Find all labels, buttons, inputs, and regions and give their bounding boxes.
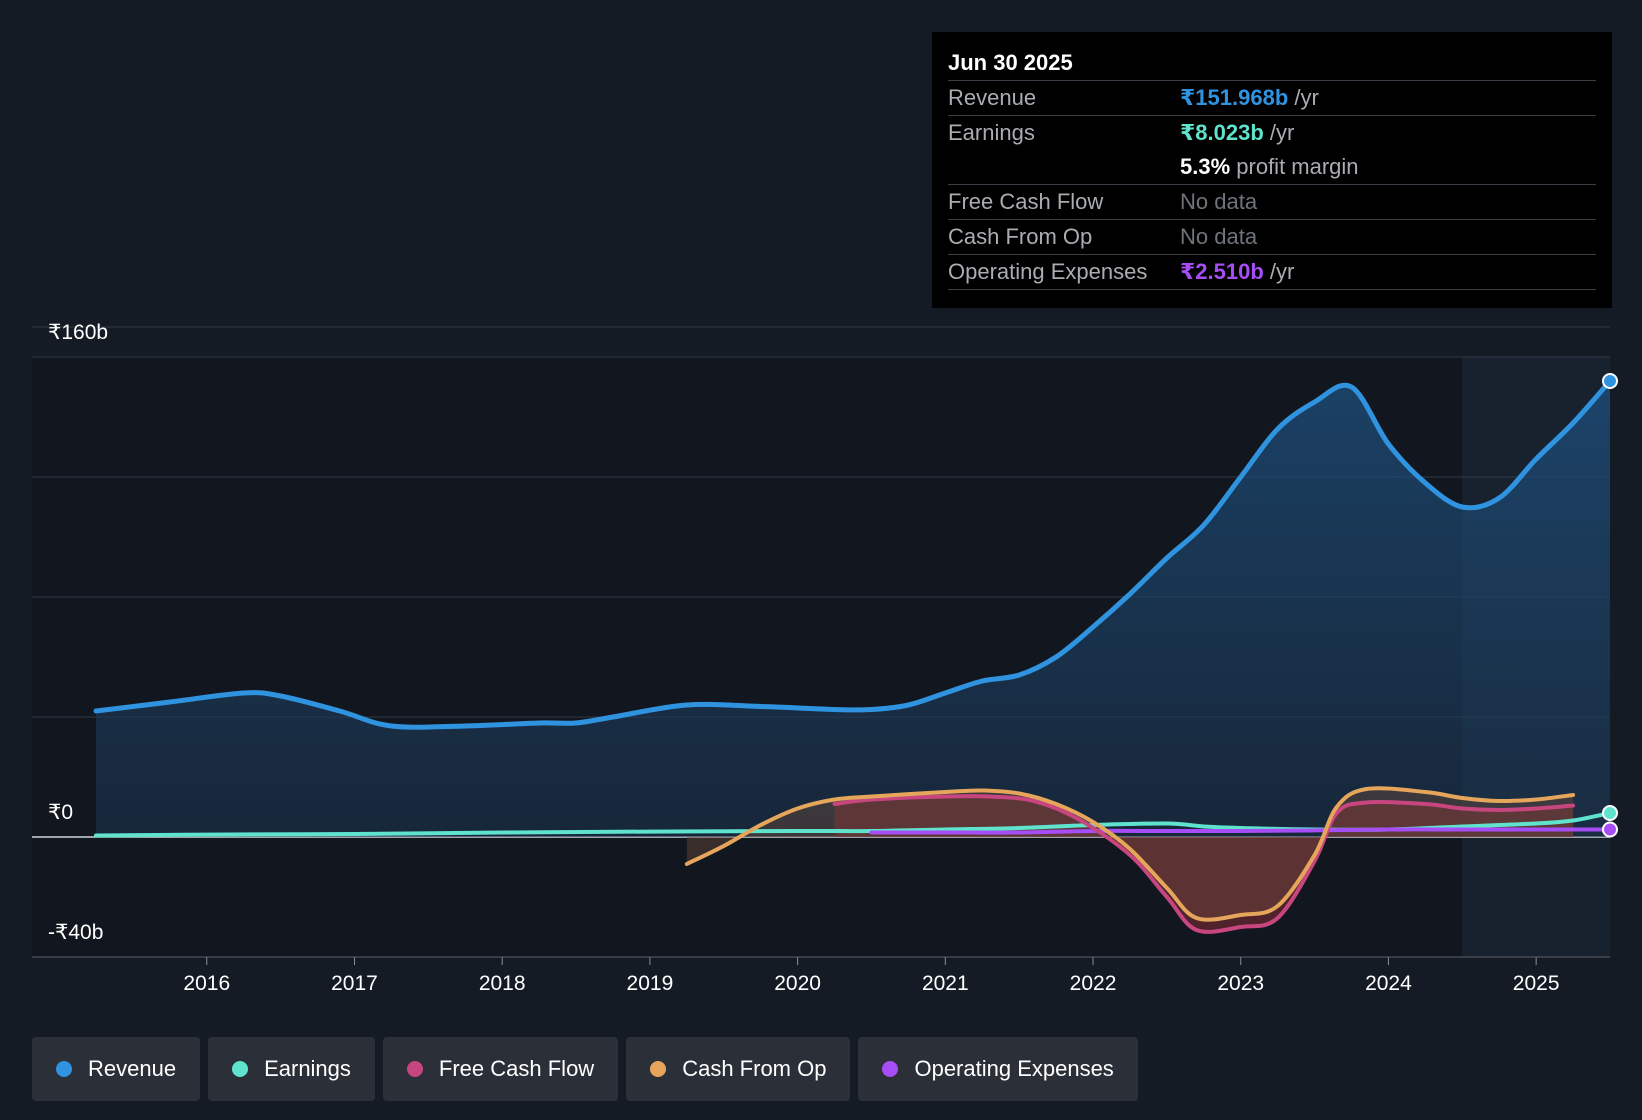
tooltip-label: Cash From Op bbox=[948, 224, 1093, 249]
tooltip-value-fcf: No data bbox=[1180, 189, 1258, 214]
tooltip-row-cfo: Cash From Op No data bbox=[948, 220, 1596, 255]
operating-expenses-line bbox=[869, 827, 1612, 835]
operating-expenses-end-marker bbox=[1602, 821, 1618, 838]
tooltip-row-margin: 5.3% profit margin bbox=[948, 150, 1596, 185]
revenue-area bbox=[96, 381, 1610, 837]
x-tick-label: 2018 bbox=[479, 972, 526, 995]
tooltip-value-opex: ₹2.510b bbox=[1180, 259, 1264, 284]
y-tick-label-zero: ₹0 bbox=[48, 801, 74, 824]
legend-dot-icon bbox=[56, 1061, 72, 1077]
legend-label: Earnings bbox=[264, 1056, 351, 1081]
x-tick-label: 2019 bbox=[627, 972, 674, 995]
free-cash-flow-line bbox=[832, 794, 1576, 934]
earnings-end-marker bbox=[1602, 805, 1618, 821]
cash-from-op-line bbox=[684, 786, 1576, 922]
y-tick-label-bottom: -₹40b bbox=[48, 921, 104, 944]
tooltip-panel: Jun 30 2025 Revenue ₹151.968b /yr Earnin… bbox=[932, 32, 1612, 308]
tooltip-label: Earnings bbox=[948, 120, 1035, 145]
tooltip-row-fcf: Free Cash Flow No data bbox=[948, 185, 1596, 220]
legend-item-earnings[interactable]: Earnings bbox=[208, 1037, 375, 1101]
tooltip-value-margin: 5.3% bbox=[1180, 154, 1231, 179]
financial-chart: 2016 2017 2018 2019 2020 2021 2022 2023 2024 2025 bbox=[32, 326, 1618, 995]
legend-label: Operating Expenses bbox=[914, 1056, 1114, 1081]
legend-dot-icon bbox=[882, 1061, 899, 1077]
tooltip-label: Revenue bbox=[948, 85, 1037, 110]
legend: Revenue Earnings Free Cash Flow Cash Fro… bbox=[32, 1037, 1138, 1101]
legend-dot-icon bbox=[232, 1061, 249, 1077]
tooltip-value-earnings: ₹8.023b bbox=[1180, 120, 1264, 145]
tooltip-suffix: profit margin bbox=[1230, 154, 1359, 179]
x-tick-label: 2024 bbox=[1365, 972, 1412, 995]
tooltip-row-earnings: Earnings ₹8.023b /yr bbox=[948, 116, 1596, 150]
revenue-end-marker bbox=[1602, 373, 1618, 389]
legend-item-revenue[interactable]: Revenue bbox=[32, 1037, 201, 1101]
tooltip-value-revenue: ₹151.968b bbox=[1180, 85, 1289, 110]
tooltip-suffix: /yr bbox=[1288, 85, 1319, 110]
tooltip-value-cfo: No data bbox=[1180, 224, 1258, 249]
cash-from-op-area bbox=[686, 788, 1574, 920]
tooltip-suffix: /yr bbox=[1263, 259, 1295, 284]
tooltip-date: Jun 30 2025 bbox=[948, 46, 1596, 81]
x-tick-label: 2025 bbox=[1513, 972, 1560, 995]
tooltip-suffix: /yr bbox=[1263, 120, 1295, 145]
revenue-line bbox=[93, 378, 1613, 730]
legend-dot-icon bbox=[406, 1061, 423, 1077]
legend-item-free-cash-flow[interactable]: Free Cash Flow bbox=[382, 1037, 619, 1101]
legend-item-operating-expenses[interactable]: Operating Expenses bbox=[858, 1037, 1138, 1101]
x-tick-label: 2016 bbox=[183, 972, 230, 995]
legend-label: Free Cash Flow bbox=[438, 1056, 595, 1081]
x-tick-label: 2020 bbox=[774, 972, 821, 995]
legend-dot-icon bbox=[650, 1061, 667, 1077]
tooltip-label: Free Cash Flow bbox=[948, 189, 1104, 214]
legend-label: Cash From Op bbox=[682, 1056, 827, 1081]
legend-item-cash-from-op[interactable]: Cash From Op bbox=[626, 1037, 851, 1101]
x-tick-label: 2023 bbox=[1217, 972, 1264, 995]
x-tick-label: 2021 bbox=[922, 972, 969, 995]
x-tick-label: 2022 bbox=[1070, 972, 1117, 995]
legend-label: Revenue bbox=[88, 1056, 177, 1081]
tooltip-row-revenue: Revenue ₹151.968b /yr bbox=[948, 81, 1596, 116]
tooltip-label: Operating Expenses bbox=[948, 259, 1148, 284]
tooltip-row-opex: Operating Expenses ₹2.510b /yr bbox=[948, 255, 1596, 290]
y-tick-label-top: ₹160b bbox=[48, 321, 109, 344]
x-tick-label: 2017 bbox=[331, 972, 378, 995]
